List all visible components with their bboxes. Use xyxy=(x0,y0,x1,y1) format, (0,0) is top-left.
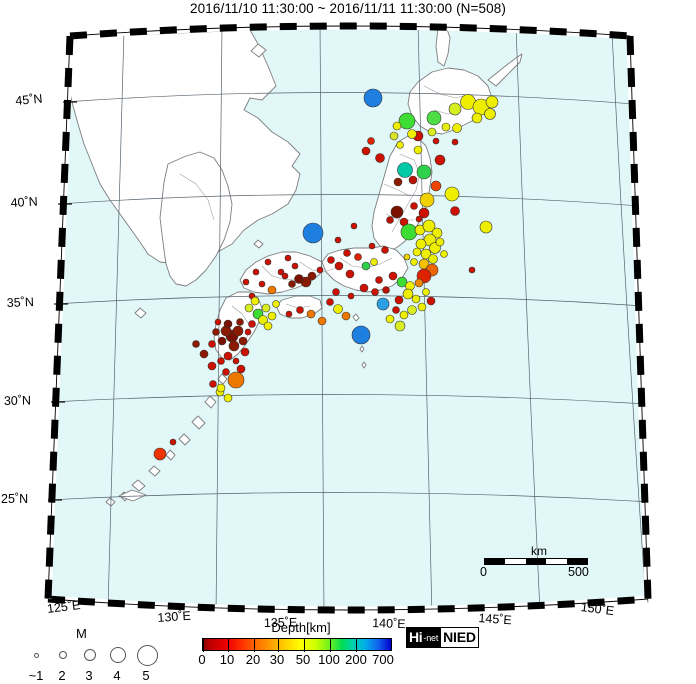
colorbar-tick-0 xyxy=(203,639,205,652)
meridian-125 xyxy=(107,29,125,609)
depth-tick-label-200: 200 xyxy=(345,652,367,667)
depth-tick-label-30: 30 xyxy=(269,652,285,667)
scale-bar-min: 0 xyxy=(480,565,487,579)
magnitude-symbol-4 xyxy=(110,647,126,663)
magnitude-symbol-5 xyxy=(137,645,158,666)
land-kurils xyxy=(487,53,523,87)
logo-nied-text: NIED xyxy=(440,628,478,647)
parallel-40 xyxy=(57,194,641,207)
magnitude-labels: ~1 2 3 4 5 xyxy=(18,668,168,684)
scale-seg-1 xyxy=(485,559,506,564)
meridian-150 xyxy=(611,31,647,605)
scale-bar-labels: 0 500 xyxy=(480,565,594,579)
magnitude-label-3: 3 xyxy=(85,668,93,683)
scale-seg-3 xyxy=(525,559,547,564)
map-canvas[interactable]: 45˚N 40˚N 35˚N 30˚N 25˚N 125˚E 130˚E 135… xyxy=(0,14,696,631)
logo-hi-text: Hi xyxy=(407,628,424,647)
land-small-islands xyxy=(118,43,267,502)
scale-bar-graphic xyxy=(484,558,588,565)
depth-tick-label-0: 0 xyxy=(198,652,206,667)
hinet-nied-logo: Hi -net NIED xyxy=(406,627,479,648)
colorbar-tick-200 xyxy=(356,639,358,652)
axis-label-lat-25: 25˚N xyxy=(1,492,29,506)
axis-label-lat-45: 45˚N xyxy=(14,91,43,108)
magnitude-symbol-3 xyxy=(84,649,96,661)
scale-bar: km 0 500 xyxy=(480,544,594,580)
colorbar-tick-100 xyxy=(330,639,332,652)
colorbar-tick-10 xyxy=(228,639,230,652)
colorbar-tick-50 xyxy=(304,639,306,652)
legend-band: M ~1 2 3 4 5 Depth[km] xyxy=(0,614,696,684)
axis-label-lat-35: 35˚N xyxy=(6,295,35,310)
scale-seg-5 xyxy=(566,559,588,564)
earthquake-markers xyxy=(153,88,499,461)
axis-label-lat-30: 30˚N xyxy=(3,393,32,408)
scale-bar-unit: km xyxy=(531,544,547,558)
depth-tick-label-100: 100 xyxy=(318,652,340,667)
page-title: 2016/11/10 11:30:00 ~ 2016/11/11 11:30:0… xyxy=(190,1,506,16)
logo-net-text: -net xyxy=(423,628,441,647)
parallel-45 xyxy=(63,92,635,105)
land-asia-mainland xyxy=(59,29,301,265)
map-svg xyxy=(44,22,652,614)
colorbar-tick-20 xyxy=(254,639,256,652)
magnitude-symbol-2 xyxy=(59,651,67,659)
land-korea xyxy=(159,151,233,287)
magnitude-label-4: 4 xyxy=(113,668,121,683)
axis-ticks xyxy=(48,101,77,501)
magnitude-symbols xyxy=(18,644,168,666)
magnitude-label-1: ~1 xyxy=(28,668,44,683)
colorbar-tick-30 xyxy=(278,639,280,652)
graticule xyxy=(48,26,648,610)
depth-tick-label-20: 20 xyxy=(245,652,261,667)
parallel-30 xyxy=(50,394,648,405)
magnitude-label-5: 5 xyxy=(142,668,150,683)
depth-legend-title: Depth[km] xyxy=(271,620,331,635)
scale-seg-2 xyxy=(505,559,525,564)
meridian-145 xyxy=(515,26,541,610)
magnitude-symbol-1 xyxy=(34,653,39,658)
depth-tick-labels: 0 10 20 30 50 100 200 700 xyxy=(196,652,406,668)
meridian-135 xyxy=(319,26,325,610)
depth-tick-label-10: 10 xyxy=(219,652,235,667)
scale-bar-max: 500 xyxy=(568,565,589,579)
magnitude-legend-title: M xyxy=(76,626,87,641)
parallel-25 xyxy=(48,492,648,503)
magnitude-label-2: 2 xyxy=(58,668,66,683)
depth-legend: Depth[km] 0 10 20 30 50 100 200 700 xyxy=(196,620,406,668)
depth-tick-label-50: 50 xyxy=(295,652,311,667)
depth-colorbar xyxy=(202,638,392,652)
map-frame xyxy=(44,22,652,614)
depth-tick-label-700: 700 xyxy=(372,652,394,667)
scale-seg-4 xyxy=(546,559,566,564)
axis-label-lat-40: 40˚N xyxy=(10,194,39,210)
